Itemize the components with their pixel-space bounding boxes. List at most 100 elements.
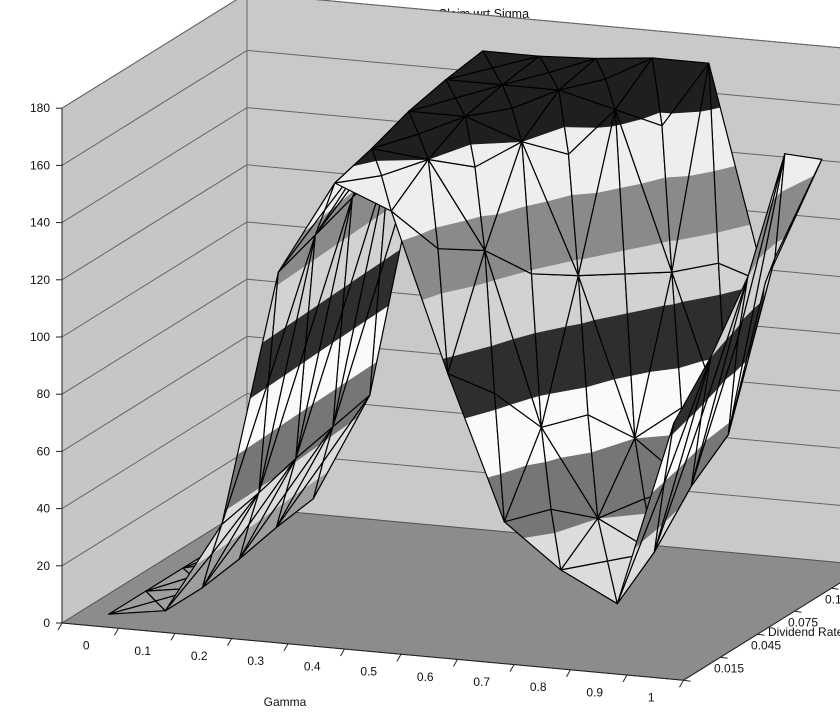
x-tick-mark [114,627,119,636]
surface-mesh-line [408,79,457,112]
surface-mesh-line [501,55,550,86]
x-axis: 0 0.1 0.2 0.3 0.4 0.5 0.6 0.7 0.8 0.9 1 [57,622,684,705]
x-tick-mark [340,648,345,657]
y-tick-mark [831,587,839,590]
y-tick-label: 0.075 [788,616,818,630]
surface-mesh-line [727,257,776,436]
surface-mesh-line [577,108,626,277]
y-tick-mark [720,656,728,659]
x-axis-line [61,622,684,681]
surface-cell [258,197,353,494]
x-tick-label: 0.4 [304,659,321,673]
surface-cell [614,57,710,273]
z-tick-label: 20 [37,559,51,573]
x-tick-mark [396,653,402,662]
surface-mesh-line [238,492,287,560]
z-tick-label: 40 [37,502,51,516]
surface-mesh [108,50,823,615]
surface-mesh-line [445,50,494,81]
x-tick-label: 0.2 [191,649,208,663]
z-tick-label: 120 [30,273,50,287]
y-tick-label: 0.045 [751,639,781,653]
x-axis-title: Gamma [264,695,307,709]
surface-mesh-line [258,345,307,494]
x-tick-label: 0.9 [586,685,603,699]
y-axis-title: Dividend Rate [768,625,840,639]
surface-cell [447,249,542,523]
surface-mesh-line [616,483,665,605]
x-tick-label: 0.3 [247,654,264,668]
surface-mesh-line [277,209,326,273]
surface-cell [520,89,616,277]
surface-mesh-line [597,437,646,519]
z-tick-label: 0 [43,616,50,630]
surface-cell [690,153,786,487]
surface-mesh-line [671,62,720,273]
surface-cell [221,234,316,526]
z-axis: 0 20 40 60 80 100 120 140 160 180 [30,101,63,630]
surface-mesh-line [521,89,570,155]
surface-mesh-line [503,426,552,523]
x-tick-mark [57,622,63,631]
surface-mesh-line [690,337,739,487]
surface-mesh-line [221,380,270,526]
surface-cell [390,158,486,375]
surface-mesh-line [540,275,589,428]
x-tick-mark [453,659,458,667]
z-gridline [61,0,840,109]
surface-mesh-line [614,57,663,127]
surface-cell [275,394,371,529]
surface-mesh-line [275,461,324,529]
surface-mesh-line [164,553,213,612]
x-tick-label: 0.1 [134,644,151,658]
surface-mesh-line [390,158,439,250]
surface-mesh-line [634,271,683,439]
surface-mesh-line [560,517,609,571]
x-tick-mark [227,638,232,646]
surface-cell [333,148,430,212]
surface-cell [427,115,523,252]
surface-mesh-line [447,249,496,394]
surface-mesh-line [334,148,383,184]
z-tick-label: 60 [37,444,51,458]
surface-mesh-line [464,84,513,118]
surface-cell [503,426,599,571]
x-tick-mark [509,664,515,672]
surface-mesh-line [295,310,344,459]
surface-mesh-line [108,590,157,615]
surface-cell [540,275,636,520]
z-tick-label: 80 [37,387,51,401]
surface-mesh-line [484,141,533,275]
y-axis-line [683,582,840,681]
surface-cell [653,276,749,553]
surface-mesh-line [145,567,194,592]
z-tick-label: 100 [30,330,50,344]
x-tick-mark [566,669,571,678]
z-tick-label: 160 [30,158,50,172]
x-tick-label: 0.6 [417,670,434,684]
x-tick-label: 1 [648,691,655,705]
surface-mesh-line [332,275,381,428]
x-tick-label: 0 [83,639,90,653]
x-tick-mark [622,674,628,683]
x-tick-label: 0.8 [530,680,547,694]
surface-mesh-line [653,417,702,553]
y-tick-label: 0.015 [714,662,744,676]
x-tick-mark [283,643,289,652]
surface-mesh-line [558,57,607,91]
x-tick-label: 0.7 [473,675,490,689]
surface-mesh-line [201,523,250,589]
y-tick-mark [683,679,691,682]
surface-mesh-line [371,110,420,150]
surface-cell [484,141,579,428]
x-tick-mark [170,633,176,641]
surface-cell [371,110,466,161]
y-tick-label: 0.105 [825,593,840,607]
y-tick-mark [757,633,765,636]
y-tick-mark [794,610,802,613]
x-tick-mark [679,679,684,688]
z-tick-label: 140 [30,216,50,230]
